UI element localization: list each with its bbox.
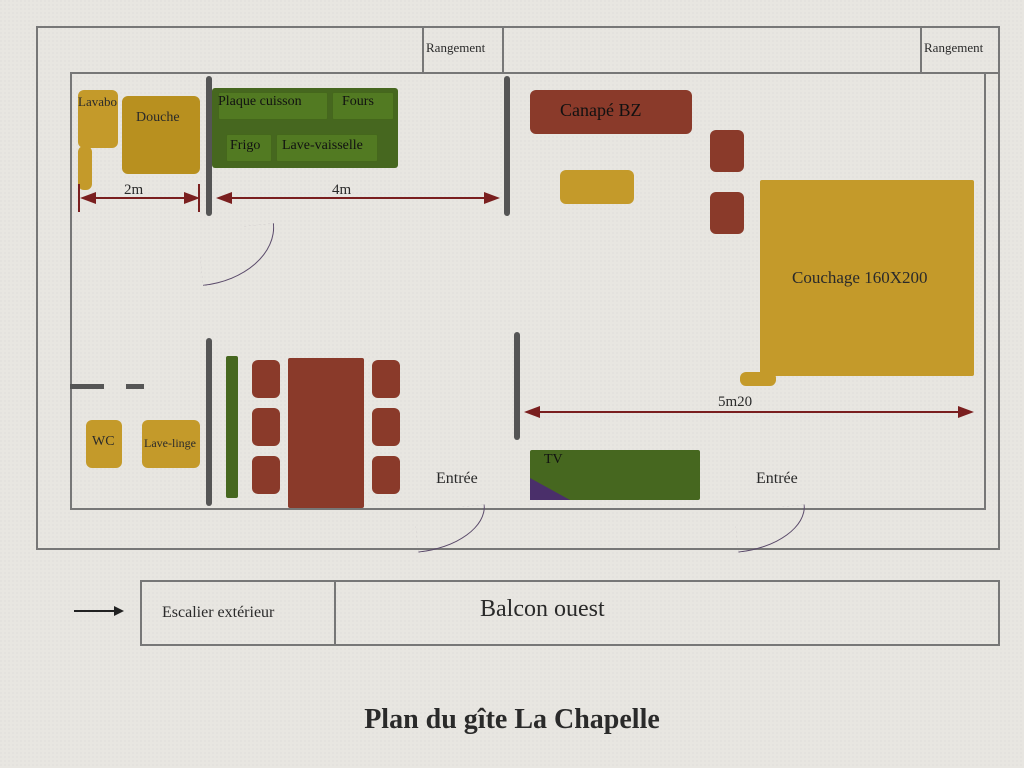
chair-2: [252, 408, 280, 446]
plaque-label: Plaque cuisson: [218, 94, 302, 110]
dim-5m-label: 5m20: [718, 394, 752, 411]
lavabo-label: Lavabo: [78, 94, 117, 110]
entree-1-label: Entrée: [436, 470, 478, 488]
lave-linge-label: Lave-linge: [144, 436, 196, 451]
page-title: Plan du gîte La Chapelle: [0, 704, 1024, 736]
douche-block: [122, 96, 200, 174]
chair-6: [372, 456, 400, 494]
bed-label: Couchage 160X200: [792, 268, 928, 288]
rangement-2-label: Rangement: [924, 40, 983, 56]
fauteuil-1: [710, 130, 744, 172]
chair-3: [252, 456, 280, 494]
dim-5m-line: [538, 411, 960, 413]
chair-5: [372, 408, 400, 446]
frigo-label: Frigo: [230, 138, 260, 154]
escalier-label: Escalier extérieur: [162, 604, 274, 622]
tv-label: TV: [544, 452, 563, 468]
balcon-label: Balcon ouest: [480, 596, 605, 623]
partition-wc: [70, 384, 104, 389]
chair-4: [372, 360, 400, 398]
dim-5m-aR: [958, 406, 974, 418]
fauteuil-2: [710, 192, 744, 234]
table-block: [288, 358, 364, 508]
entree-2-label: Entrée: [756, 470, 798, 488]
douche-label: Douche: [136, 110, 180, 126]
tv-triangle: [530, 478, 570, 500]
fours-label: Fours: [342, 94, 374, 110]
rangement-1-label: Rangement: [426, 40, 485, 56]
wc-label: WC: [92, 434, 115, 450]
escalier-arrow: [74, 610, 114, 612]
dim-2m-capR: [198, 184, 200, 212]
canape-label: Canapé BZ: [560, 100, 641, 121]
bench-block: [226, 356, 238, 498]
lave-vaisselle-label: Lave-vaisselle: [282, 138, 363, 154]
pouf-block: [560, 170, 634, 204]
dim-2m-label: 2m: [124, 182, 143, 199]
bedside-block: [740, 372, 776, 386]
dim-4m-label: 4m: [332, 182, 351, 199]
partition-2b: [514, 332, 520, 440]
chair-1: [252, 360, 280, 398]
dim-4m-line: [230, 197, 486, 199]
lavabo2-block: [78, 146, 92, 190]
partition-wc2: [126, 384, 144, 389]
partition-2: [504, 76, 510, 216]
dim-4m-aR: [484, 192, 500, 204]
partition-1b: [206, 338, 212, 506]
